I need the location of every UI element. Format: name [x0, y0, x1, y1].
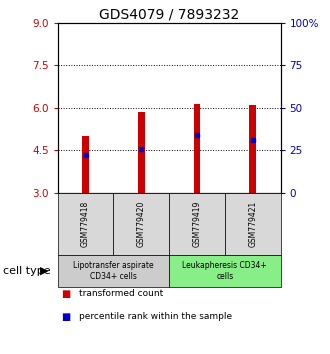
Bar [82, 136, 89, 193]
Text: percentile rank within the sample: percentile rank within the sample [79, 312, 232, 321]
Bar [225, 193, 280, 255]
Text: GSM779420: GSM779420 [137, 201, 146, 247]
Text: ■: ■ [61, 312, 70, 322]
Text: Lipotransfer aspirate
CD34+ cells: Lipotransfer aspirate CD34+ cells [73, 261, 154, 280]
Bar [58, 255, 169, 287]
Bar [58, 193, 114, 255]
Bar [169, 193, 225, 255]
Text: GSM779421: GSM779421 [248, 201, 257, 247]
Bar [114, 193, 169, 255]
Text: transformed count: transformed count [79, 289, 163, 298]
Text: GSM779419: GSM779419 [192, 201, 202, 247]
Text: ▶: ▶ [40, 266, 48, 276]
Bar [249, 105, 256, 193]
Text: cell type: cell type [3, 266, 51, 276]
Bar [194, 104, 200, 193]
Bar [138, 112, 145, 193]
Bar [169, 255, 280, 287]
Text: ■: ■ [61, 289, 70, 299]
Text: Leukapheresis CD34+
cells: Leukapheresis CD34+ cells [182, 261, 267, 280]
Text: GSM779418: GSM779418 [81, 201, 90, 247]
Title: GDS4079 / 7893232: GDS4079 / 7893232 [99, 8, 239, 22]
